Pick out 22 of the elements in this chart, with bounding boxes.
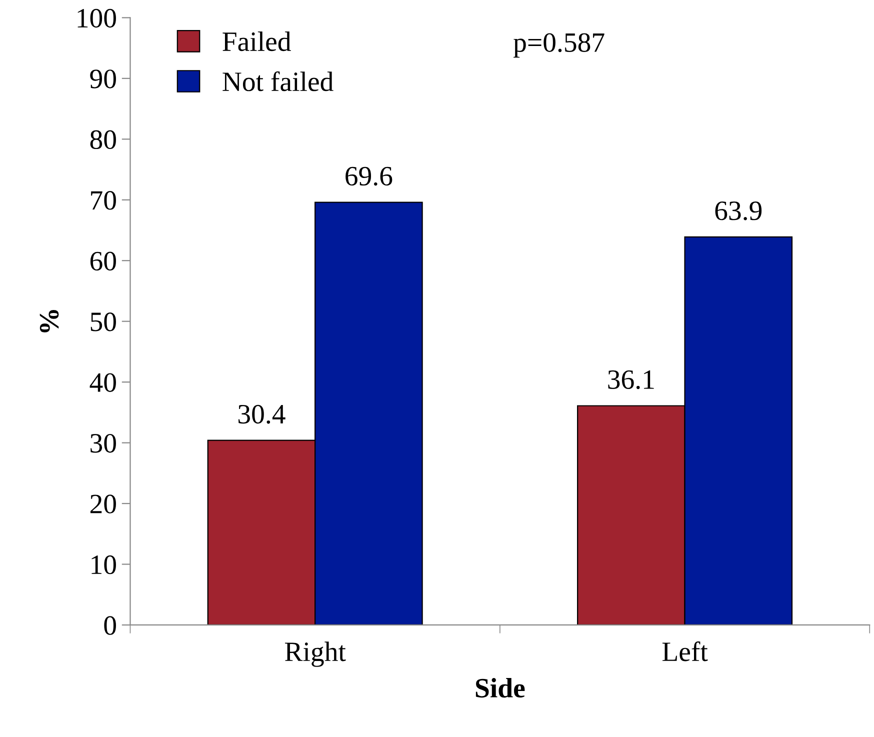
y-tick-label: 40	[90, 373, 116, 392]
y-tick-label: 30	[90, 434, 116, 453]
legend-label: Not failed	[222, 71, 334, 92]
y-tick-label: 10	[92, 555, 116, 574]
y-tick-label: 60	[90, 252, 116, 271]
y-tick-label: 100	[78, 8, 116, 28]
y-tick-label: 80	[90, 130, 116, 150]
data-label: 30.4	[238, 404, 286, 424]
annotation: p=0.587	[514, 33, 604, 58]
y-tick-label: 20	[90, 494, 116, 514]
data-label: 36.1	[608, 370, 654, 390]
legend-label: Failed	[222, 32, 291, 52]
y-tick-label: 0	[104, 616, 116, 635]
x-tick-label: Left	[662, 641, 708, 662]
y-tick-label: 90	[90, 70, 116, 88]
data-label: 69.6	[346, 166, 392, 186]
x-tick-label: Right	[285, 642, 346, 667]
y-tick-label: 70	[91, 191, 116, 210]
y-axis-title: %	[40, 310, 59, 332]
data-label: 63.9	[715, 202, 762, 220]
x-axis-title: Side	[476, 678, 525, 698]
y-tick-label: 50	[90, 312, 116, 332]
